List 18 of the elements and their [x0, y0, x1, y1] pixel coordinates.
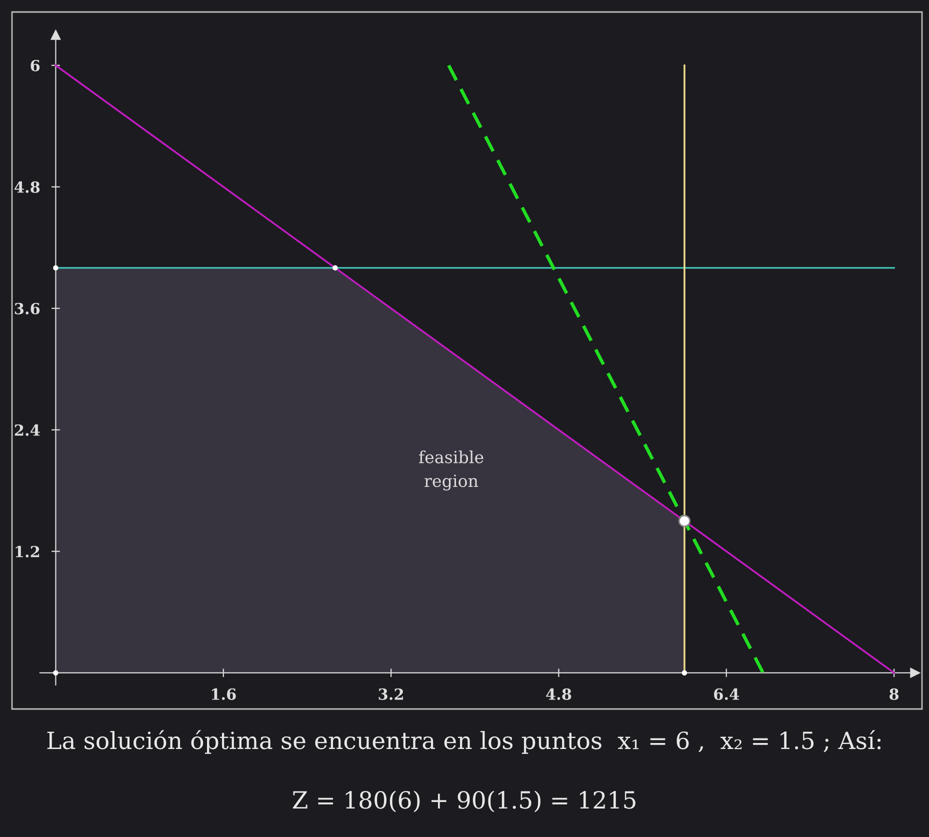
y-tick-label: 2.4: [14, 424, 40, 436]
x-tick-label: 1.6: [212, 688, 236, 700]
point: [332, 265, 338, 270]
x-tick-label: 6.4: [714, 688, 740, 700]
text: Z = 180(6) + 90(1.5) = 1215: [292, 790, 636, 812]
text: La solución óptima se encuentra en los puntos x₁ = 6 , x₂ = 1.5 ; Así:: [47, 730, 881, 754]
point: [682, 670, 688, 676]
point: [53, 670, 58, 676]
y-tick-label: 4.8: [14, 181, 40, 193]
point: [678, 514, 691, 528]
x-tick-label: 4.8: [546, 688, 572, 700]
y-tick-label: 3.6: [14, 302, 40, 314]
point: [53, 265, 58, 270]
y-tick-label: 6: [30, 60, 40, 72]
x-tick-label: 3.2: [378, 688, 403, 700]
y-tick-label: 1.2: [16, 546, 40, 558]
annotation: feasible region: [418, 450, 484, 491]
x-tick-label: 8: [890, 688, 899, 700]
